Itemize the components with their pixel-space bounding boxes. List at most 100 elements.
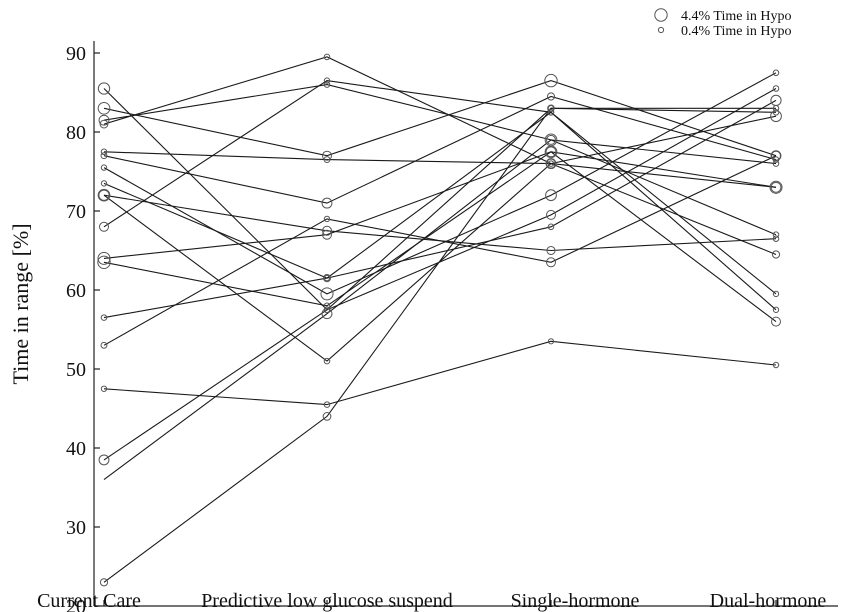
x-tick-label: Single-hormone <box>511 590 640 612</box>
data-point-marker <box>544 145 558 159</box>
data-point-marker <box>769 180 783 194</box>
data-point-marker <box>545 146 557 158</box>
y-tick-label: 60 <box>66 280 86 302</box>
data-point-marker <box>323 156 331 164</box>
data-point-marker <box>100 385 108 392</box>
data-point-marker <box>323 81 331 88</box>
data-point-marker <box>322 274 332 283</box>
data-point-marker <box>772 306 780 313</box>
series-line <box>103 151 777 188</box>
series-line <box>103 151 777 323</box>
y-tick-label: 20 <box>66 596 86 612</box>
x-tick-label: Dual-hormone <box>710 590 827 612</box>
series-line <box>103 88 776 311</box>
data-point-marker <box>547 160 555 167</box>
series-line <box>103 340 777 406</box>
series-line <box>103 84 777 236</box>
data-point-marker <box>772 231 780 238</box>
data-point-marker <box>547 223 555 231</box>
data-point-marker <box>770 181 782 193</box>
data-point-marker <box>323 401 331 408</box>
data-point-marker <box>323 215 331 223</box>
data-point-marker <box>320 287 334 301</box>
data-point-marker <box>772 69 780 77</box>
data-point-marker <box>97 255 111 269</box>
y-tick-labels: 20 30 40 50 60 70 80 90 <box>66 43 100 612</box>
data-point-marker <box>770 110 782 123</box>
data-point-marker <box>100 314 108 321</box>
series-line <box>103 151 777 259</box>
data-point-marker <box>97 251 111 265</box>
data-point-marker <box>323 77 331 84</box>
legend-marker-large <box>654 8 668 22</box>
y-tick-label: 90 <box>66 43 86 65</box>
data-point-marker <box>100 152 108 160</box>
data-point-marker <box>771 316 781 327</box>
data-point-marker <box>322 225 332 236</box>
data-point-marker <box>546 134 556 145</box>
series-line <box>103 155 777 346</box>
data-point-marker <box>547 104 555 113</box>
marker-layer <box>97 53 783 587</box>
data-point-marker <box>772 160 780 167</box>
data-point-marker <box>772 109 780 116</box>
y-tick-label: 80 <box>66 122 86 144</box>
series-layer <box>103 56 777 583</box>
legend-label-small: 0.4% Time in Hypo <box>681 24 791 39</box>
series-line <box>103 99 777 319</box>
data-point-marker <box>99 578 109 587</box>
data-point-marker <box>98 114 110 126</box>
y-axis-title: Time in range [%] <box>8 223 33 384</box>
series-line <box>103 80 777 157</box>
data-point-marker <box>547 105 555 112</box>
data-point-marker <box>772 85 780 92</box>
data-point-marker <box>772 235 780 242</box>
data-point-marker <box>547 338 555 345</box>
y-tick-label: 50 <box>66 359 86 381</box>
series-line <box>103 80 777 311</box>
data-point-marker <box>771 250 781 259</box>
data-point-marker <box>100 180 108 187</box>
data-point-marker <box>323 274 331 282</box>
legend-marker-small <box>657 26 665 34</box>
x-tick-label: Predictive low glucose suspend <box>201 590 453 612</box>
data-point-marker <box>97 82 111 95</box>
series-line <box>103 95 777 204</box>
data-point-marker <box>100 148 108 156</box>
data-point-marker <box>770 94 782 107</box>
data-point-marker <box>772 290 780 298</box>
x-tick-label: Current Care <box>37 590 141 612</box>
data-point-marker <box>322 412 332 421</box>
legend-label-large: 4.4% Time in Hypo <box>681 9 791 24</box>
data-point-marker <box>546 92 556 101</box>
y-tick-label: 40 <box>66 438 86 460</box>
data-point-marker <box>547 109 555 116</box>
data-point-marker <box>98 454 110 466</box>
data-point-marker <box>544 73 558 88</box>
y-tick-label: 30 <box>66 517 86 539</box>
data-point-marker <box>322 150 332 161</box>
legend: 4.4% Time in Hypo 0.4% Time in Hypo <box>654 8 791 39</box>
data-point-marker <box>100 341 108 349</box>
data-point-marker <box>97 101 111 115</box>
data-point-marker <box>322 229 332 240</box>
x-tick-labels: Current Care Predictive low glucose suspe… <box>37 590 826 612</box>
data-point-marker <box>98 189 110 201</box>
data-point-marker <box>321 197 333 209</box>
data-point-marker <box>99 119 109 129</box>
series-line <box>103 139 777 481</box>
data-point-marker <box>546 245 556 256</box>
series-line <box>103 111 777 295</box>
series-line <box>103 107 777 583</box>
data-point-marker <box>323 357 331 365</box>
data-point-marker <box>772 361 780 369</box>
data-point-marker <box>545 189 557 202</box>
data-point-marker <box>100 164 108 171</box>
data-point-marker <box>323 53 331 61</box>
data-point-marker <box>99 221 109 232</box>
data-point-marker <box>546 257 556 268</box>
data-point-marker <box>545 158 557 170</box>
data-point-marker <box>546 209 556 220</box>
data-point-marker <box>321 308 333 320</box>
